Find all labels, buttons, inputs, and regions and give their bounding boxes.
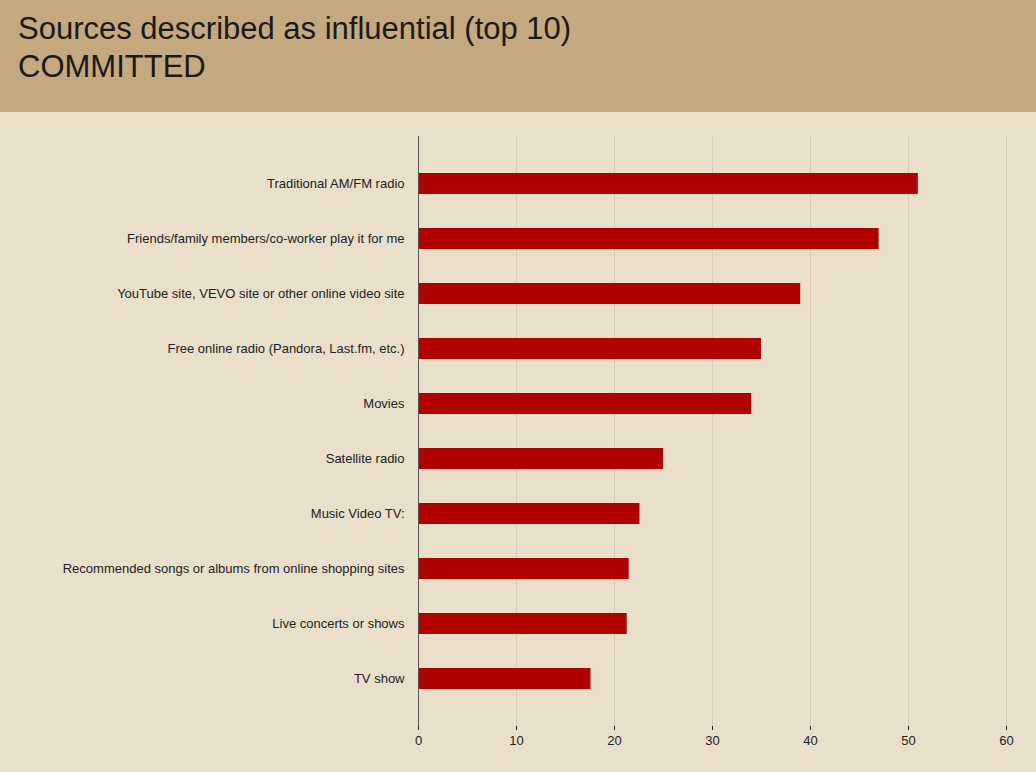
svg-text:40: 40 bbox=[803, 733, 817, 748]
svg-text:10: 10 bbox=[509, 733, 523, 748]
svg-text:50: 50 bbox=[901, 733, 915, 748]
svg-text:Friends/family members/co-work: Friends/family members/co-worker play it… bbox=[127, 231, 404, 246]
html-text:Sources described as influenti: Sources described as influential (top 10… bbox=[18, 11, 572, 46]
svg-text:Live concerts or shows: Live concerts or shows bbox=[272, 616, 405, 631]
svg-text:Movies: Movies bbox=[363, 396, 405, 411]
svg-text:Free online radio (Pandora, La: Free online radio (Pandora, Last.fm, etc… bbox=[167, 341, 404, 356]
svg-text:TV show: TV show bbox=[354, 671, 405, 686]
svg-text:Satellite radio: Satellite radio bbox=[326, 451, 405, 466]
svg-text:0: 0 bbox=[415, 733, 422, 748]
svg-text:Recommended songs or albums fr: Recommended songs or albums from online … bbox=[63, 561, 405, 576]
svg-text:30: 30 bbox=[705, 733, 719, 748]
svg-text:60: 60 bbox=[999, 733, 1013, 748]
svg-text:YouTube site, VEVO site or oth: YouTube site, VEVO site or other online … bbox=[117, 286, 404, 301]
svg-text:Music Video TV:: Music Video TV: bbox=[311, 506, 405, 521]
html-text:COMMITTED: COMMITTED bbox=[18, 49, 206, 84]
svg-text:Traditional AM/FM radio: Traditional AM/FM radio bbox=[267, 176, 405, 191]
svg-text:20: 20 bbox=[607, 733, 621, 748]
